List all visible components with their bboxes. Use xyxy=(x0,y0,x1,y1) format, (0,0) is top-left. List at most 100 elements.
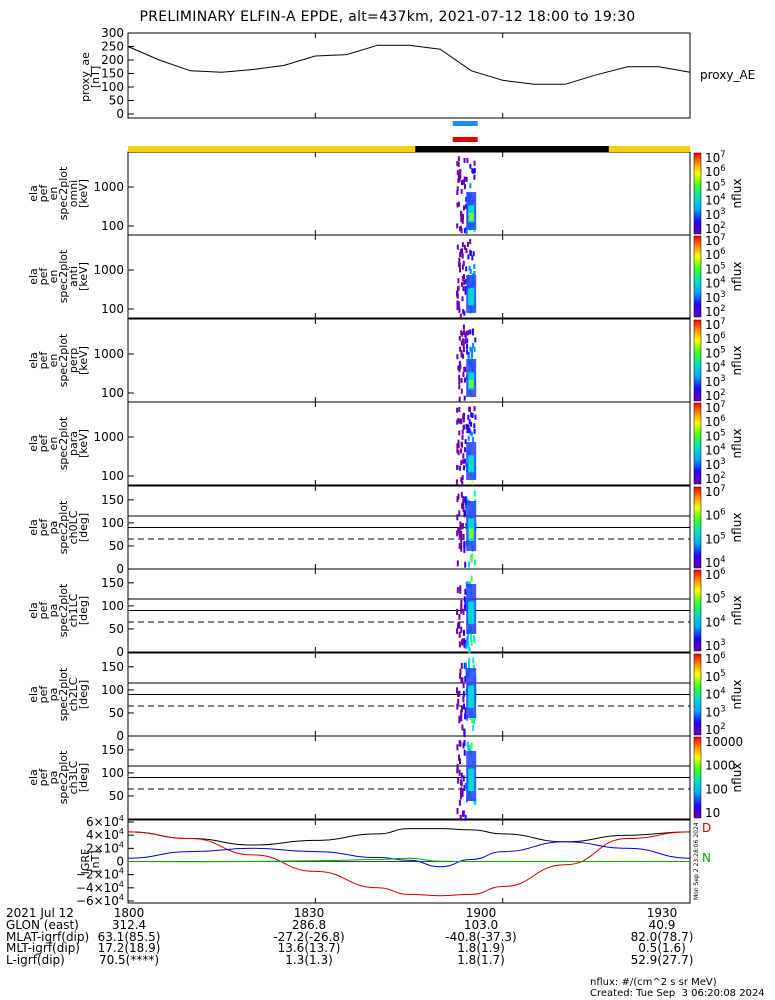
ylabel-line: pef xyxy=(37,601,50,620)
colorbar-tick-label: 1000 xyxy=(705,759,736,773)
colorbar-tick-label: 104 xyxy=(705,442,726,458)
spec-pixel xyxy=(460,535,463,542)
spec-pixel xyxy=(457,418,460,424)
spec-pixel xyxy=(463,605,466,611)
spec-pixel xyxy=(473,346,476,352)
spec-pixel xyxy=(473,160,476,166)
colorbar-tick-label: 104 xyxy=(705,613,726,629)
spec-pixel xyxy=(456,764,459,770)
spec-core-bright xyxy=(468,768,475,791)
spec-pixel xyxy=(473,490,476,497)
spec-pixel xyxy=(462,506,465,513)
spec-pixel xyxy=(466,157,469,163)
ephemeris-value: 103.0 xyxy=(463,917,499,932)
ylabel-line: ch3LC xyxy=(67,760,80,794)
ytick-label: 0 xyxy=(116,855,124,869)
ytick-label: 50 xyxy=(109,94,124,108)
spec-pixel xyxy=(462,179,465,185)
spec-pixel xyxy=(460,460,463,466)
ylabel-line: omni xyxy=(67,180,80,207)
ylabel-line: [deg] xyxy=(77,513,90,542)
spec-pixel xyxy=(462,810,464,817)
ephemeris-value: 1.8(1.9) xyxy=(457,941,505,956)
spec-pixel xyxy=(462,308,465,314)
spec-pixel xyxy=(457,439,460,445)
spec-pixel xyxy=(460,491,463,498)
spec-pixel xyxy=(470,575,473,582)
ytick-label: 150 xyxy=(101,493,124,507)
colorbar-label: nflux xyxy=(730,596,744,626)
spec-pixel xyxy=(469,239,472,245)
ephemeris-row: MLT-igrf(dip) 17.2(18.9) 13.6(13.7) 1.8(1.9… xyxy=(6,941,696,956)
colorbar-tick-label: 104 xyxy=(705,359,726,375)
spec-pixel xyxy=(456,514,459,521)
spec-pixel xyxy=(460,350,463,356)
spec-pixel xyxy=(465,495,468,502)
colorbar-tick-label: 104 xyxy=(705,686,726,702)
spec-pixel xyxy=(456,186,459,192)
spec-pixel xyxy=(460,706,463,713)
ytick-label: 100 xyxy=(101,766,124,780)
spec-pixel xyxy=(457,365,460,371)
spec-pixel xyxy=(470,421,473,427)
colorbar xyxy=(693,736,702,819)
spec-pixel xyxy=(459,169,462,175)
spec-pixel xyxy=(457,691,459,697)
spec-pixel xyxy=(462,501,464,508)
spec-pixel xyxy=(470,742,473,749)
spec-pixel xyxy=(461,442,463,448)
ephemeris-value: 13.6(13.7) xyxy=(277,941,341,956)
spec-pixel xyxy=(472,437,475,443)
spec-pixel xyxy=(456,687,458,694)
spec-pixel xyxy=(456,305,459,311)
spec-pixel xyxy=(467,640,470,647)
colorbar-tick-label: 103 xyxy=(705,289,726,305)
spec-pixel xyxy=(457,450,460,456)
spec-pixel xyxy=(462,372,465,377)
ylabel-line: pef xyxy=(37,768,50,787)
spec-pixel xyxy=(464,499,467,506)
ylabel-line: pa xyxy=(47,771,60,785)
spec-pixel xyxy=(463,541,466,548)
spec-pixel xyxy=(463,749,466,756)
spec-pixel xyxy=(459,585,462,592)
colorbar-label: nflux xyxy=(730,429,744,459)
igrf-ylabel: IGRF[nT] xyxy=(79,849,102,875)
ylabel-line: pef xyxy=(37,351,50,370)
ylabel-line: perp xyxy=(67,348,80,373)
ephemeris-row-label: 2021 Jul 12 xyxy=(6,906,74,920)
spec-pixel xyxy=(460,710,463,716)
ytick-label: 100 xyxy=(101,516,124,530)
ytick-label: 100 xyxy=(101,386,124,400)
spec-pixel xyxy=(464,333,467,339)
spec-pixel xyxy=(470,347,473,353)
spec-pixel xyxy=(469,183,472,189)
spec-pixel xyxy=(469,407,471,413)
ephemeris-row: GLON (east) 312.4 286.8 103.0 40.9 xyxy=(6,917,696,932)
ytick-label: 0 xyxy=(116,562,124,576)
spec-pixel xyxy=(458,631,461,638)
spec-pixel xyxy=(461,180,463,186)
spec-pixel xyxy=(466,636,469,643)
spec-pixel xyxy=(473,798,476,805)
spec-pixel xyxy=(473,428,476,434)
spec-pixel xyxy=(472,725,475,732)
spec-pixel xyxy=(465,423,468,429)
spec-pixel xyxy=(472,657,475,664)
spec-pixel xyxy=(456,300,459,306)
spec-pixel xyxy=(460,780,463,787)
spec-pixel xyxy=(456,587,459,594)
ylabel-line: spec2plot xyxy=(57,667,70,721)
spec-pixel xyxy=(464,447,467,453)
black-status-bar xyxy=(415,146,609,152)
spec-pixel xyxy=(460,677,463,684)
spec-pixel xyxy=(473,264,476,270)
spec-pixel xyxy=(458,527,461,534)
ephemeris-row: MLAT-igrf(dip) 63.1(85.5) -27.2(-26.8) -40.… xyxy=(6,931,696,944)
ytick-label: 150 xyxy=(101,743,124,757)
ylabel-line: anti xyxy=(67,266,80,287)
